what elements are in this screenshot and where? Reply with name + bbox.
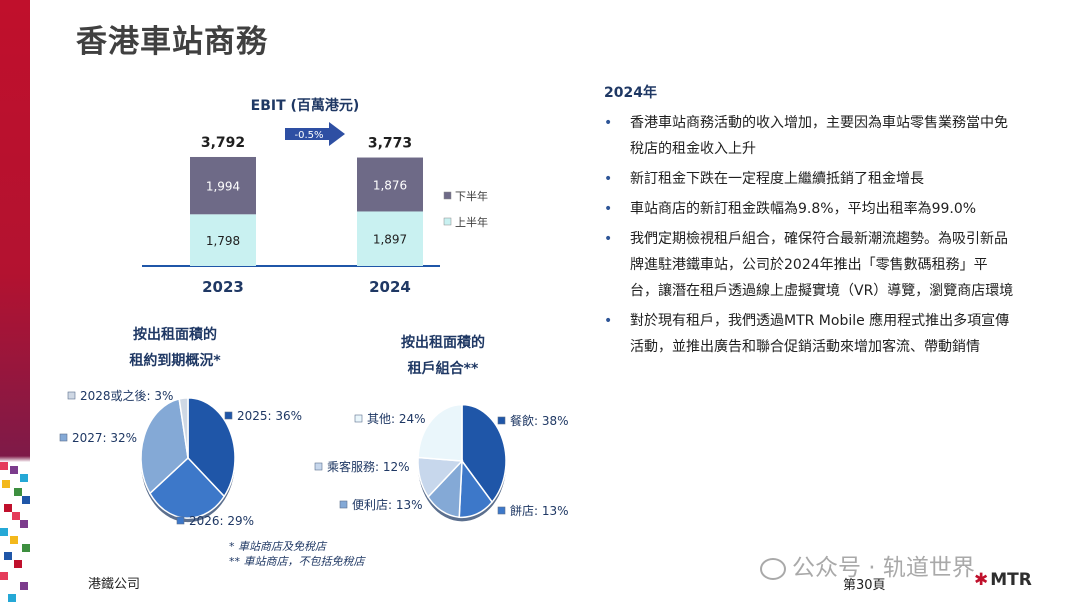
pie-slice (417, 403, 463, 462)
mosaic-tile (22, 496, 30, 504)
pie-legend-swatch (59, 433, 68, 442)
bullet-text: 車站商店的新訂租金跌幅為9.8%，平均出租率為99.0% (630, 201, 977, 217)
summary-year: 2024年 (604, 85, 657, 101)
bar-value-label: 1,798 (206, 234, 240, 248)
bullet-text: 香港車站商務活動的收入增加，主要因為車站零售業務當中免稅店的租金收入上升 (630, 115, 1008, 157)
bullet-icon: • (604, 201, 613, 217)
pie-slice-label: 其他: 24% (367, 412, 426, 426)
mosaic-tile (0, 572, 8, 580)
watermark-text: 公众号 · 轨道世界 (792, 555, 975, 581)
legend-swatch (443, 191, 452, 200)
pie-legend-swatch (314, 462, 323, 471)
tenant-mix-pie-chart: 餐飲: 38% 餅店: 13% 便利店: 13% 乘客服務: 12% 其他: 24% (314, 403, 569, 522)
mtr-logo-icon: ✱ (974, 570, 989, 590)
bullet-text: 新訂租金下跌在一定程度上繼續抵銷了租金增長 (630, 171, 924, 187)
bullet-text: 對於現有租戶，我們透過MTR Mobile 應用程式推出多項宣傳活動，並推出廣告… (630, 313, 1010, 355)
footer-company: 港鐵公司 (88, 577, 141, 592)
bullet-item: • 對於現有租戶，我們透過MTR Mobile 應用程式推出多項宣傳活動，並推出廣… (604, 308, 1014, 360)
pie-slice-label: 餅店: 13% (510, 503, 569, 518)
legend-swatch (443, 217, 452, 226)
bullet-icon: • (604, 115, 613, 131)
lease-expiry-title-line1: 按出租面積的 (133, 327, 217, 343)
pie-slice-label: 2026: 29% (189, 514, 254, 528)
pie-slice-label: 2028或之後: 3% (80, 389, 173, 403)
lease-expiry-title: 按出租面積的 租約到期概況* (100, 322, 250, 374)
bar-segment (357, 157, 423, 212)
pie-legend-swatch (497, 506, 506, 515)
bar-total-label: 3,792 (201, 135, 245, 151)
mosaic-tile (8, 594, 16, 602)
summary-panel: 2024年 • 香港車站商務活動的收入增加，主要因為車站零售業務當中免稅店的租金收… (604, 82, 1014, 364)
pie-slice (461, 403, 507, 504)
bullet-item: • 香港車站商務活動的收入增加，主要因為車站零售業務當中免稅店的租金收入上升 (604, 110, 1014, 162)
lease-expiry-title-line2: 租約到期概況* (129, 353, 221, 369)
bar-total-label: 3,773 (368, 136, 412, 152)
mosaic-tile (4, 504, 12, 512)
lease-expiry-pie-chart: 2025: 36% 2026: 29% 2027: 32% 2028或之後: 3% (59, 389, 302, 528)
tenant-mix-title: 按出租面積的 租戶組合** (368, 330, 518, 382)
pie-slice (187, 397, 236, 498)
decorative-mosaic (0, 462, 30, 608)
tenant-mix-title-line1: 按出租面積的 (401, 335, 485, 351)
pie-legend-swatch (339, 500, 348, 509)
mtr-logo: ✱ MTR (974, 570, 1032, 590)
pie-legend-swatch (176, 516, 185, 525)
pie-slice (178, 397, 189, 459)
mosaic-tile (14, 560, 22, 568)
page-title: 香港車站商務 (76, 24, 268, 60)
mosaic-tile (4, 552, 12, 560)
pie-legend-swatch (67, 391, 76, 400)
bar-value-label: 1,994 (206, 180, 240, 194)
bullet-icon: • (604, 231, 613, 247)
mosaic-tile (20, 474, 28, 482)
bar-chart-title: EBIT (百萬港元) (250, 98, 360, 114)
mosaic-tile (0, 528, 8, 536)
bullet-item: • 我們定期檢視租戶組合，確保符合最新潮流趨勢。為吸引新品牌進駐港鐵車站，公司於2… (604, 226, 1014, 304)
footnote-2: ** 車站商店，不包括免稅店 (229, 555, 365, 568)
mosaic-tile (10, 536, 18, 544)
change-arrow-icon (285, 122, 345, 146)
mosaic-tile (14, 488, 22, 496)
x-tick-label: 2024 (369, 278, 411, 296)
bar-value-label: 1,897 (373, 233, 407, 247)
change-label: -0.5% (294, 130, 323, 141)
bullet-item: • 車站商店的新訂租金跌幅為9.8%，平均出租率為99.0% (604, 196, 1014, 222)
footnote-1: * 車站商店及免稅店 (229, 540, 326, 553)
mosaic-tile (12, 512, 20, 520)
mosaic-tile (20, 520, 28, 528)
bullet-text: 我們定期檢視租戶組合，確保符合最新潮流趨勢。為吸引新品牌進駐港鐵車站，公司於20… (630, 231, 1014, 299)
pie-legend-swatch (354, 414, 363, 423)
bullet-icon: • (604, 171, 613, 187)
legend-label: 下半年 (455, 189, 488, 203)
watermark: 公众号 · 轨道世界 (760, 548, 975, 582)
bar-segment (190, 156, 256, 215)
x-tick-label: 2023 (202, 278, 244, 296)
bar-value-label: 1,876 (373, 178, 407, 192)
wechat-icon (760, 557, 786, 580)
ebit-bar-chart: 1,798 1,994 3,792 2023 1,897 1,876 3,773 2024 -0… (142, 122, 488, 296)
legend-label: 上半年 (455, 215, 488, 229)
mosaic-tile (2, 480, 10, 488)
pie-slice-label: 便利店: 13% (352, 498, 423, 512)
bullet-item: • 新訂租金下跌在一定程度上繼續抵銷了租金增長 (604, 166, 1014, 192)
pie-legend-swatch (224, 411, 233, 420)
mosaic-tile (22, 544, 30, 552)
mosaic-tile (20, 582, 28, 590)
pie-slice (140, 397, 189, 495)
bullet-icon: • (604, 313, 613, 329)
pie-slice-label: 乘客服務: 12% (327, 459, 410, 474)
page-number: 第30頁 (843, 578, 886, 593)
mosaic-tile (0, 462, 8, 470)
pie-slice-label: 2027: 32% (72, 431, 137, 445)
pie-slice-label: 餐飲: 38% (510, 413, 569, 428)
pie-slice-label: 2025: 36% (237, 409, 302, 423)
summary-bullets: • 香港車站商務活動的收入增加，主要因為車站零售業務當中免稅店的租金收入上升 • 新… (604, 110, 1014, 360)
mosaic-tile (10, 466, 18, 474)
pie-legend-swatch (497, 416, 506, 425)
bar-segment (190, 214, 256, 266)
bar-segment (357, 211, 423, 266)
mtr-logo-text: MTR (990, 570, 1032, 590)
pie-slice (149, 456, 226, 519)
tenant-mix-title-line2: 租戶組合** (407, 361, 479, 377)
